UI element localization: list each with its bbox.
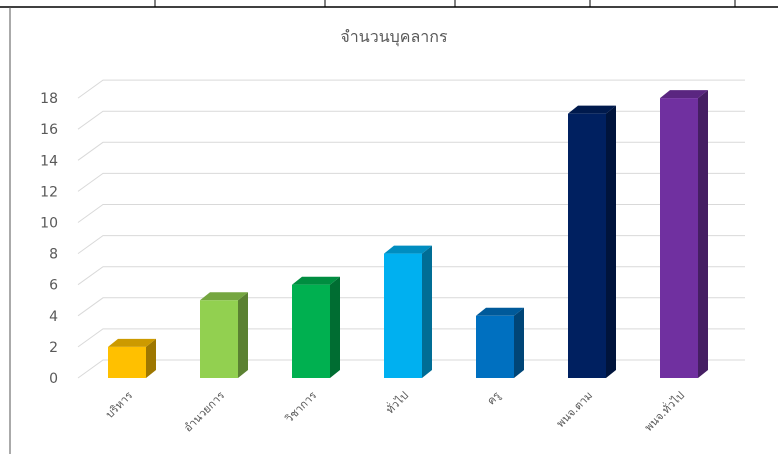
x-tick-label: พนจ.ทั่วไป	[641, 388, 687, 434]
y-tick-label: 12	[40, 184, 58, 200]
bar-side	[514, 307, 524, 378]
gridline	[77, 204, 745, 223]
bar-front	[568, 113, 606, 379]
x-tick-label: บริหาร	[103, 389, 135, 421]
bar-top	[568, 105, 616, 114]
bar-side	[330, 276, 340, 378]
bar-front	[292, 284, 330, 378]
bar-4	[384, 245, 432, 378]
bar-2	[200, 292, 248, 378]
bar-top	[108, 338, 156, 347]
y-tick-label: 6	[49, 278, 58, 294]
gridline	[77, 110, 745, 130]
bar-1	[108, 338, 156, 378]
bar-front	[660, 98, 698, 378]
y-tick-label: 10	[40, 216, 58, 232]
bar-side	[422, 245, 432, 378]
bar-3	[292, 276, 340, 378]
gridline	[77, 172, 745, 192]
bar-front	[200, 300, 238, 378]
y-tick-label: 2	[49, 340, 58, 356]
x-tick-label: อำนวยการ	[181, 389, 227, 435]
bar-top	[200, 292, 248, 301]
x-tick-label: ทั่วไป	[382, 388, 411, 417]
gridline	[77, 297, 745, 317]
bar-top	[476, 307, 524, 316]
bar-front	[108, 346, 146, 378]
y-axis-ticks: 0 2 4 6 8 10 12 14 16 18	[40, 91, 58, 387]
y-tick-label: 18	[40, 91, 58, 107]
bar-top	[660, 90, 708, 99]
gridlines	[77, 79, 745, 379]
x-tick-label: ครู	[485, 389, 504, 408]
x-tick-label: วิชาการ	[282, 389, 319, 426]
bars	[108, 90, 708, 379]
y-tick-label: 4	[49, 309, 58, 325]
gridline	[77, 328, 745, 348]
bar-side	[238, 292, 248, 378]
bar-6	[568, 105, 616, 379]
bar-side	[698, 90, 708, 378]
gridline	[77, 79, 745, 99]
bar-front	[476, 315, 514, 378]
y-tick-label: 14	[40, 153, 58, 169]
chart-title: จำนวนบุคลากร	[340, 27, 448, 47]
y-tick-label: 0	[49, 371, 58, 387]
bar-5	[476, 307, 524, 378]
bar-top	[292, 276, 340, 285]
gridline	[77, 141, 745, 161]
bar-side	[146, 338, 156, 378]
bar-top	[384, 245, 432, 254]
gridline	[77, 266, 745, 286]
gridline	[77, 359, 745, 379]
x-axis-labels: บริหาร อำนวยการ วิชาการ ทั่วไป ครู พนจ.ตาม พนจ…	[103, 388, 687, 435]
gridline	[77, 235, 745, 255]
y-tick-label: 8	[49, 247, 58, 263]
bar-side	[606, 105, 616, 379]
bar-7	[660, 90, 708, 378]
x-tick-label: พนจ.ตาม	[554, 389, 595, 430]
bar-front	[384, 253, 422, 378]
y-tick-label: 16	[40, 122, 58, 138]
